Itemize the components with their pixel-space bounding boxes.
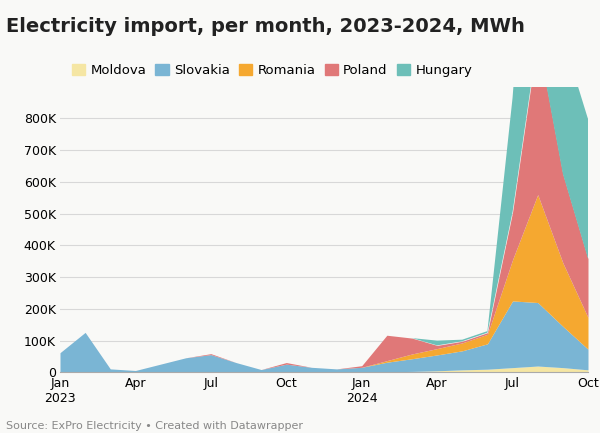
Legend: Moldova, Slovakia, Romania, Poland, Hungary: Moldova, Slovakia, Romania, Poland, Hung… [67, 59, 478, 82]
Text: Source: ExPro Electricity • Created with Datawrapper: Source: ExPro Electricity • Created with… [6, 421, 303, 431]
Text: Electricity import, per month, 2023-2024, MWh: Electricity import, per month, 2023-2024… [6, 17, 525, 36]
